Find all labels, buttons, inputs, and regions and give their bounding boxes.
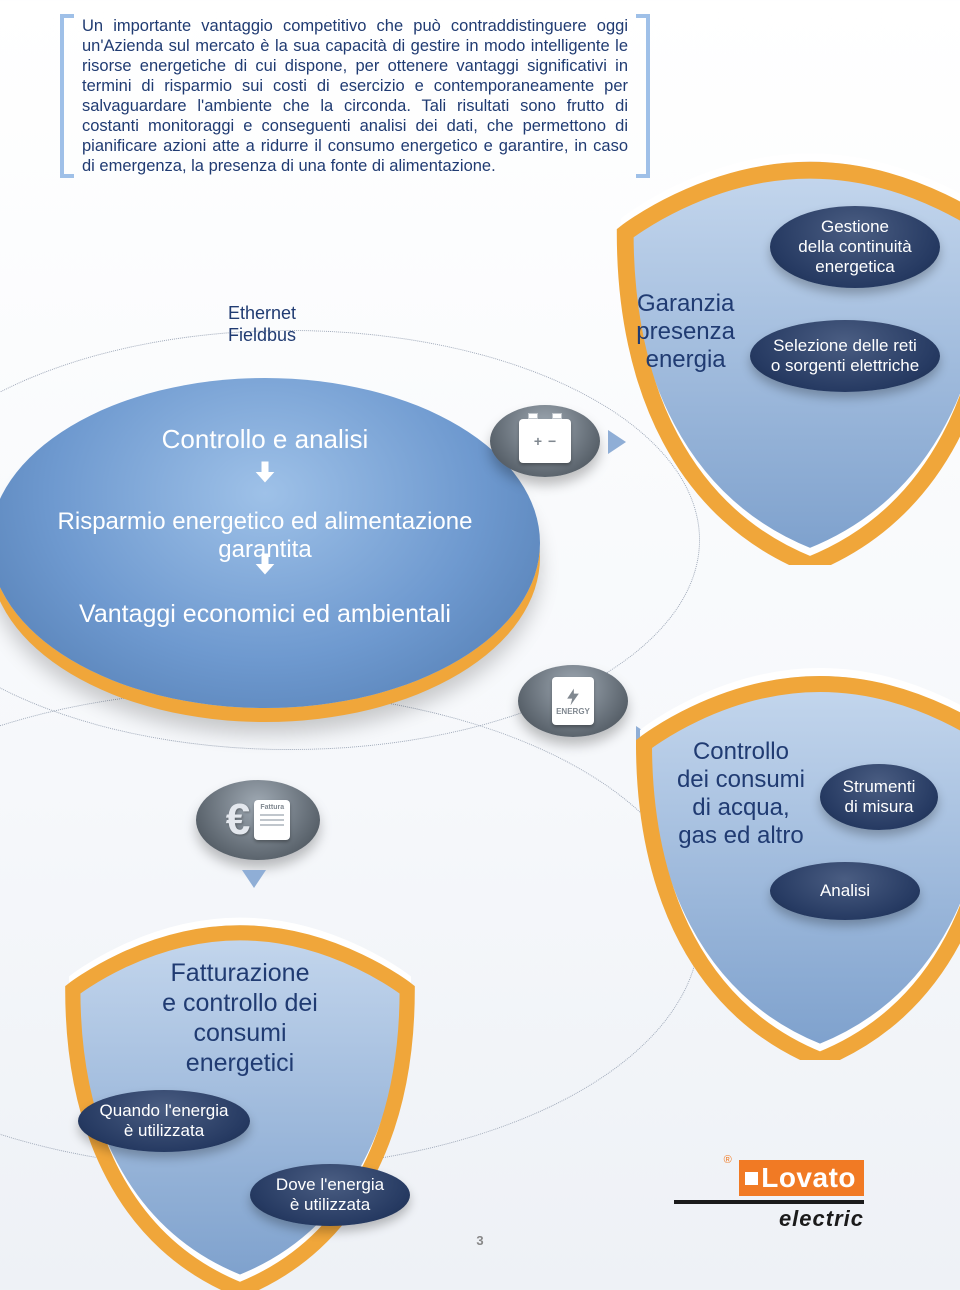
bubble-quando-l2: è utilizzata — [100, 1121, 229, 1141]
logo-square-icon — [745, 1172, 758, 1185]
euro-disc: € Fattura — [196, 780, 320, 860]
bubble-gestione-l3: energetica — [798, 257, 911, 277]
bubble-selezione: Selezione delle reti o sorgenti elettric… — [750, 320, 940, 392]
lovato-logo: ® Lovato electric — [674, 1160, 864, 1232]
arrow-down-icon-2 — [251, 550, 279, 578]
bubble-dove-l1: Dove l'energia — [276, 1175, 384, 1195]
bubble-dove: Dove l'energia è utilizzata — [250, 1164, 410, 1226]
invoice-icon: Fattura — [254, 800, 290, 840]
disc-row1: Controllo e analisi — [0, 424, 540, 455]
page-number: 3 — [476, 1233, 483, 1248]
shield3-title-l1: Fatturazione — [140, 958, 340, 988]
intro-block: Un importante vantaggio competitivo che … — [60, 14, 650, 178]
logo-brand: Lovato — [761, 1162, 856, 1194]
shield1-title-l3: energia — [636, 346, 735, 374]
pointer-to-shield1 — [608, 430, 626, 454]
euro-icon: € — [226, 795, 250, 845]
shield2-title-l1: Controllo — [677, 738, 805, 766]
bubble-selezione-l2: o sorgenti elettriche — [771, 356, 919, 376]
shield1-title: Garanzia presenza energia — [636, 290, 735, 374]
battery-icon: + − — [519, 419, 571, 463]
bubble-quando: Quando l'energia è utilizzata — [78, 1090, 250, 1152]
arrow-down-icon — [251, 458, 279, 486]
pointer-to-shield3 — [242, 870, 266, 888]
bubble-analisi: Analisi — [770, 862, 920, 920]
invoice-label: Fattura — [260, 804, 284, 811]
bubble-gestione-l2: della continuità — [798, 237, 911, 257]
battery-plus: + — [534, 433, 542, 449]
shield2-title-l2: dei consumi — [677, 766, 805, 794]
main-disc: Controllo e analisi Risparmio energetico… — [0, 378, 540, 708]
logo-sub: electric — [674, 1200, 864, 1232]
battery-minus: − — [548, 433, 556, 449]
bracket-left-icon — [60, 14, 74, 178]
energy-disc: ENERGY — [518, 665, 628, 737]
shield3-title-l3: consumi energetici — [140, 1018, 340, 1078]
shield1-title-l2: presenza — [636, 318, 735, 346]
shield-controllo — [620, 660, 960, 1060]
shield1-title-l1: Garanzia — [636, 290, 735, 318]
bubble-quando-l1: Quando l'energia — [100, 1101, 229, 1121]
shield2-title-l3: di acqua, — [677, 794, 805, 822]
shield2-title-l4: gas ed altro — [677, 822, 805, 850]
bubble-strumenti: Strumenti di misura — [820, 764, 938, 830]
battery-disc: + − — [490, 405, 600, 477]
bubble-gestione: Gestione della continuità energetica — [770, 206, 940, 288]
bubble-strumenti-l1: Strumenti — [843, 777, 916, 797]
shield3-title: Fatturazione e controllo dei consumi ene… — [140, 958, 340, 1078]
disc-row3: Vantaggi economici ed ambientali — [0, 600, 540, 629]
bubble-strumenti-l2: di misura — [843, 797, 916, 817]
intro-text: Un importante vantaggio competitivo che … — [82, 14, 628, 178]
energy-text: ENERGY — [556, 707, 590, 716]
shield2-title: Controllo dei consumi di acqua, gas ed a… — [677, 738, 805, 850]
logo-top: Lovato — [739, 1160, 864, 1196]
ethernet-label: Ethernet Fieldbus — [228, 302, 296, 346]
registered-icon: ® — [724, 1154, 732, 1166]
ethernet-line1: Ethernet — [228, 302, 296, 324]
bubble-analisi-text: Analisi — [820, 881, 870, 901]
bubble-gestione-l1: Gestione — [798, 217, 911, 237]
shield3-title-l2: e controllo dei — [140, 988, 340, 1018]
bubble-selezione-l1: Selezione delle reti — [771, 336, 919, 356]
ethernet-line2: Fieldbus — [228, 324, 296, 346]
bubble-dove-l2: è utilizzata — [276, 1195, 384, 1215]
energy-icon: ENERGY — [552, 677, 594, 725]
